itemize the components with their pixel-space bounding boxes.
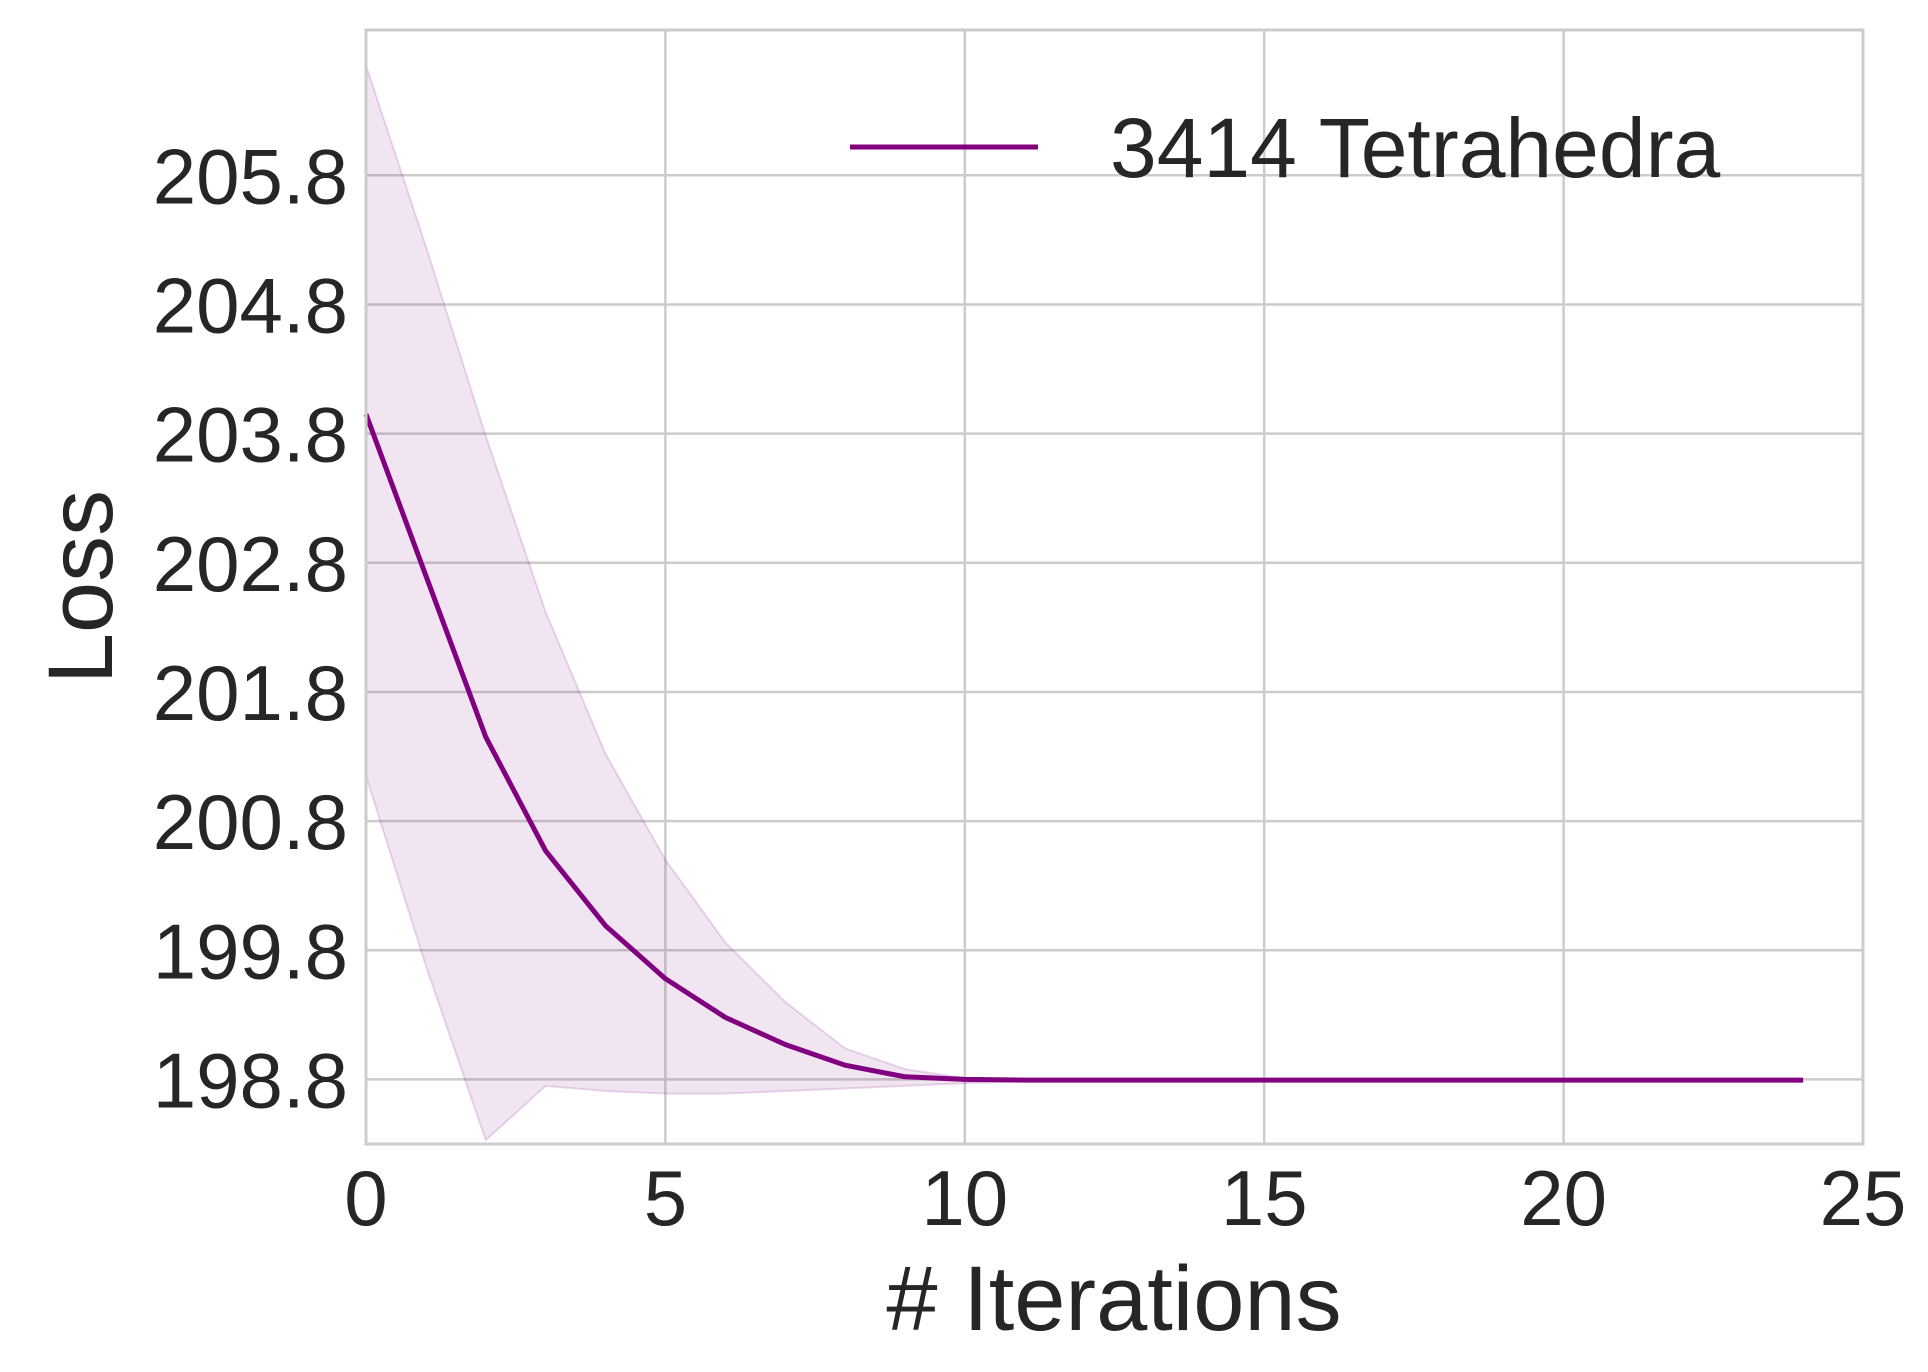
x-axis-label: # Iterations [886, 1248, 1341, 1350]
y-axis-label: Loss [30, 490, 132, 684]
series-line [363, 413, 1804, 1083]
y-tick-label: 201.8 [153, 649, 348, 737]
y-tick-label: 203.8 [153, 391, 348, 479]
x-tick-label: 15 [1221, 1154, 1308, 1242]
grid-lines [364, 30, 1865, 1144]
y-tick-label: 204.8 [153, 261, 348, 349]
plot-frame [364, 28, 1865, 1146]
y-tick-label: 202.8 [153, 520, 348, 608]
x-tick-label: 20 [1520, 1154, 1607, 1242]
x-tick-label: 10 [921, 1154, 1008, 1242]
y-tick-labels: 198.8 199.8 200.8 201.8 202.8 203.8 204.8 205.8 [153, 132, 348, 1124]
x-tick-label: 5 [644, 1154, 687, 1242]
y-tick-label: 198.8 [153, 1036, 348, 1124]
legend: 3414 Tetrahedra [850, 101, 1721, 195]
x-tick-label: 25 [1820, 1154, 1907, 1242]
y-tick-label: 200.8 [153, 778, 348, 866]
plot-background [366, 30, 1863, 1144]
y-tick-label: 205.8 [153, 132, 348, 220]
legend-label: 3414 Tetrahedra [1110, 101, 1721, 195]
x-tick-labels: 0 5 10 15 20 25 [344, 1154, 1906, 1242]
x-tick-label: 0 [344, 1154, 387, 1242]
y-tick-label: 199.8 [153, 907, 348, 995]
